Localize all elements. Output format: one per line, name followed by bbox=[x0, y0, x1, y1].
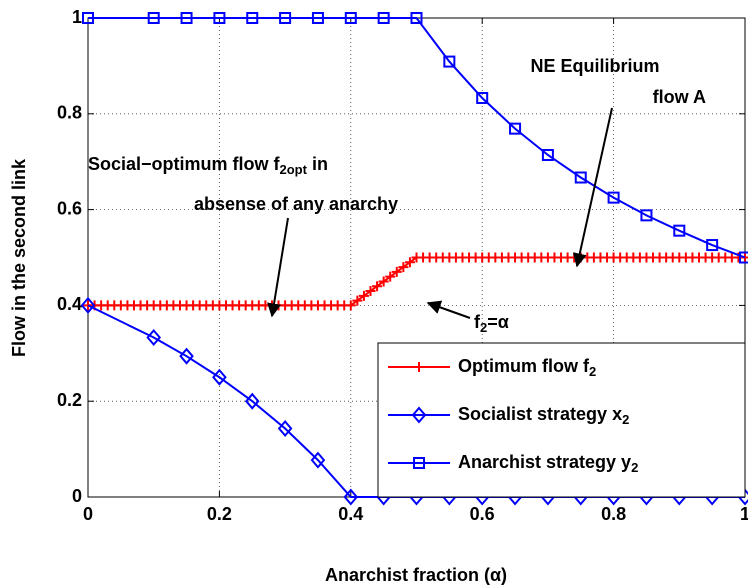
annotation-arrow bbox=[572, 107, 613, 268]
x-tick-label: 0.2 bbox=[207, 504, 232, 524]
data-point bbox=[80, 296, 96, 314]
data-point bbox=[509, 122, 522, 135]
data-point bbox=[358, 290, 369, 301]
data-point bbox=[147, 12, 160, 24]
data-point bbox=[391, 266, 402, 277]
data-point bbox=[398, 262, 409, 273]
data-point bbox=[443, 55, 456, 68]
data-point bbox=[377, 12, 390, 24]
data-point bbox=[352, 295, 363, 306]
annotation: absense of any anarchy bbox=[194, 194, 398, 214]
data-point bbox=[311, 12, 324, 24]
annotation-subscript: 2opt bbox=[280, 162, 308, 177]
annotation-text: in bbox=[307, 154, 328, 174]
annotation: f2=α bbox=[474, 312, 509, 336]
legend-subscript: 2 bbox=[631, 460, 638, 475]
x-tick-label: 1 bbox=[740, 504, 748, 524]
data-point bbox=[343, 488, 359, 506]
legend-marker bbox=[414, 362, 424, 372]
legend-subscript: 2 bbox=[622, 412, 629, 427]
annotation-text: absense of any anarchy bbox=[194, 194, 398, 214]
y-tick-label: 0.6 bbox=[57, 198, 82, 218]
data-point bbox=[378, 276, 389, 287]
legend-text: Optimum flow f bbox=[458, 356, 590, 376]
y-tick-label: 0.2 bbox=[57, 390, 82, 410]
data-point bbox=[212, 368, 227, 386]
annotation-text: flow A bbox=[653, 87, 706, 107]
annotation: Social−optimum flow f2opt in bbox=[88, 154, 328, 178]
data-point bbox=[310, 451, 326, 469]
data-point bbox=[82, 12, 94, 24]
y-tick-label: 1 bbox=[72, 7, 82, 27]
y-tick-label: 0 bbox=[72, 486, 82, 506]
annotation-text: f bbox=[474, 312, 481, 332]
data-point bbox=[404, 257, 415, 268]
legend-marker bbox=[413, 457, 425, 469]
data-point bbox=[146, 328, 162, 347]
legend-label: Optimum flow f2 bbox=[458, 356, 596, 380]
data-point bbox=[365, 286, 376, 297]
data-point bbox=[372, 281, 383, 292]
data-point bbox=[244, 392, 260, 410]
data-point bbox=[574, 171, 587, 184]
legend-text: Socialist strategy x bbox=[458, 404, 622, 424]
data-point bbox=[739, 251, 748, 264]
data-point bbox=[706, 239, 719, 252]
annotation-text: Social−optimum flow f bbox=[88, 154, 281, 174]
annotation: NE Equilibrium bbox=[530, 56, 659, 76]
x-tick-label: 0.6 bbox=[470, 504, 495, 524]
annotation: flow A bbox=[653, 87, 706, 107]
annotation-subscript: 2 bbox=[480, 320, 487, 335]
legend-subscript: 2 bbox=[589, 364, 596, 379]
data-point bbox=[673, 224, 686, 237]
annotation-arrow bbox=[426, 300, 471, 319]
legend-label: Anarchist strategy y2 bbox=[458, 452, 638, 476]
x-tick-label: 0 bbox=[83, 504, 93, 524]
legend-marker bbox=[411, 406, 427, 424]
legend-box bbox=[377, 342, 746, 498]
annotation-text: =α bbox=[487, 312, 509, 332]
data-point bbox=[385, 271, 396, 282]
data-point bbox=[279, 12, 292, 24]
x-axis-label: Anarchist fraction (α) bbox=[325, 565, 507, 585]
data-point bbox=[541, 148, 554, 161]
data-point bbox=[246, 12, 259, 24]
y-tick-label: 0.8 bbox=[57, 103, 82, 123]
data-point bbox=[179, 347, 194, 365]
data-point bbox=[410, 12, 423, 24]
legend-text: Anarchist strategy y bbox=[458, 452, 631, 472]
data-point bbox=[607, 191, 620, 204]
annotation-text: NE Equilibrium bbox=[530, 56, 659, 76]
data-point bbox=[213, 12, 226, 24]
data-point bbox=[476, 91, 489, 104]
x-tick-label: 0.4 bbox=[338, 504, 363, 524]
data-point bbox=[640, 209, 653, 222]
data-point bbox=[344, 12, 357, 24]
y-axis-label: Flow in the second link bbox=[9, 158, 29, 357]
x-tick-label: 0.8 bbox=[601, 504, 626, 524]
data-point bbox=[345, 300, 356, 311]
data-point bbox=[277, 419, 293, 438]
legend-label: Socialist strategy x2 bbox=[458, 404, 629, 428]
annotation-arrow bbox=[267, 217, 289, 318]
y-tick-label: 0.4 bbox=[57, 294, 82, 314]
data-point bbox=[180, 12, 193, 24]
